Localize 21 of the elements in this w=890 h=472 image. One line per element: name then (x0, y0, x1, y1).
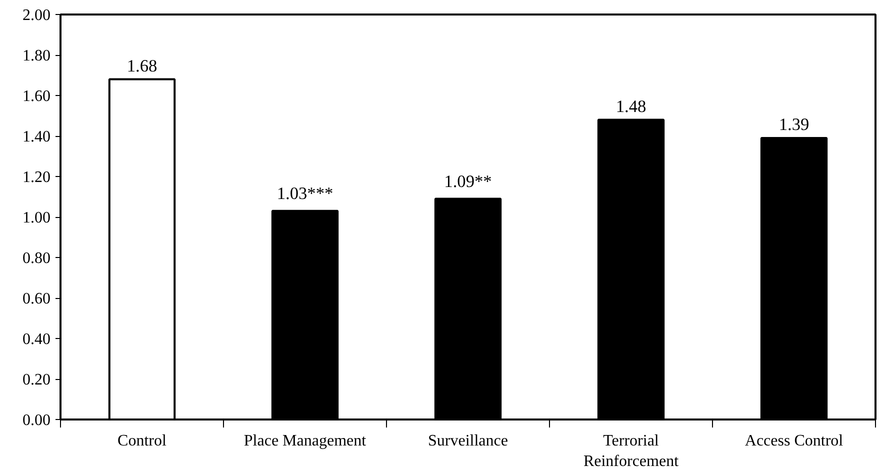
data-label: 1.48 (616, 96, 646, 116)
data-label: 1.68 (126, 56, 158, 76)
y-tick-label: 1.60 (22, 88, 50, 105)
y-tick-label: 1.20 (22, 169, 50, 186)
x-tick-label: Control (118, 432, 167, 450)
data-label: 1.09** (444, 172, 492, 191)
y-tick-label: 0.20 (22, 372, 50, 388)
y-tick-label: 0.40 (22, 331, 50, 348)
y-tick-label: 1.80 (22, 48, 50, 64)
data-label: 1.39 (778, 115, 810, 134)
data-label: 1.03*** (276, 184, 334, 203)
y-tick-label: 0.60 (22, 290, 50, 308)
y-tick-label: 1.00 (22, 210, 50, 226)
x-tick-label: Access Control (744, 432, 844, 450)
x-tick-label: Place Management (244, 432, 367, 450)
y-tick-label: 2.00 (22, 7, 50, 24)
y-tick-label: 0.00 (22, 412, 50, 429)
y-tick-label: 0.80 (22, 250, 50, 267)
x-tick-label: Surveillance (428, 432, 508, 450)
x-tick-label: Terrorial Reinforcement (583, 432, 680, 470)
y-tick-label: 1.40 (22, 128, 50, 146)
